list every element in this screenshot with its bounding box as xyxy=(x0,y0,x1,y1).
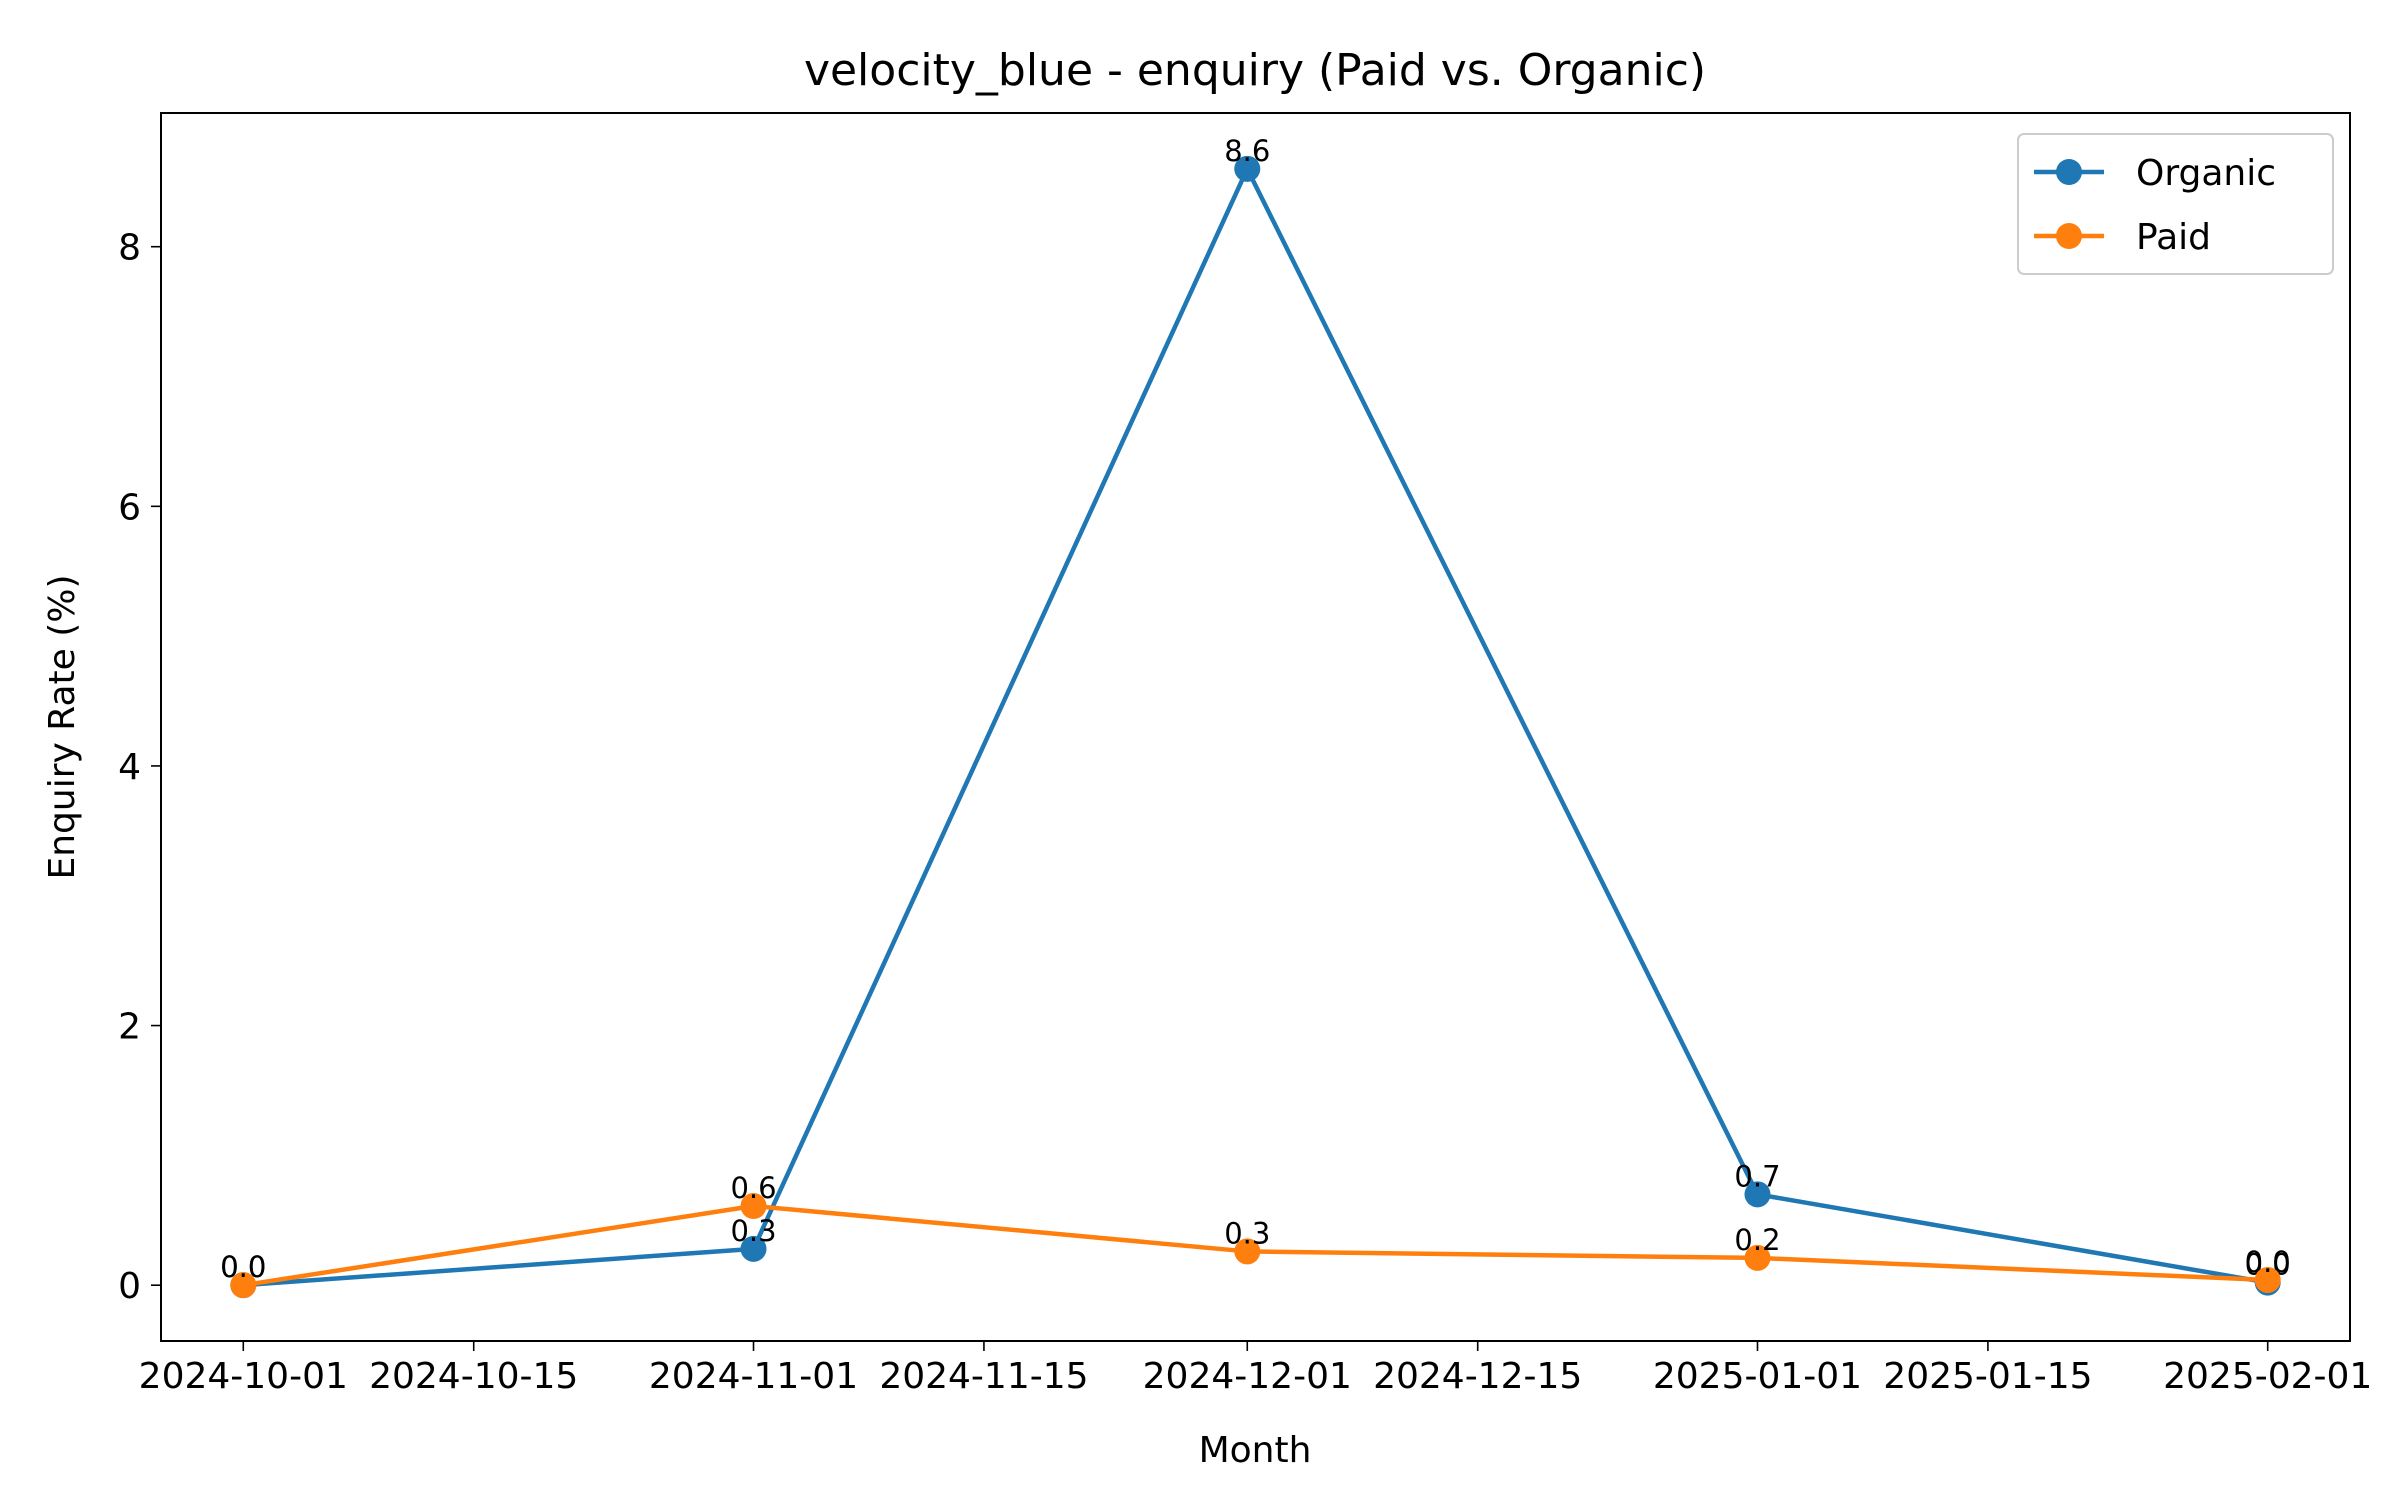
plot-frame xyxy=(160,112,2351,1342)
series-line-organic xyxy=(243,166,2269,1288)
data-point-paid xyxy=(740,1192,767,1219)
data-label-organic: 8.6 xyxy=(1224,134,1270,168)
data-point-paid xyxy=(230,1272,257,1299)
x-tick-label: 2025-01-01 xyxy=(1653,1356,1862,1397)
y-tick-label: 4 xyxy=(118,747,141,788)
x-tick-label: 2024-10-01 xyxy=(139,1356,348,1397)
plot-area: 0.00.38.60.70.00.00.60.3 0.20.0 xyxy=(220,134,2291,1299)
x-tick-label: 2024-10-15 xyxy=(369,1356,578,1397)
data-label-paid: 0.6 xyxy=(730,1171,776,1205)
data-point-organic xyxy=(1234,155,1261,182)
y-tick-label: 6 xyxy=(118,487,141,528)
data-point-organic xyxy=(1744,1181,1771,1208)
x-tick-label: 2025-01-15 xyxy=(1883,1356,2092,1397)
legend-swatch-marker xyxy=(2056,223,2082,249)
y-tick-label: 8 xyxy=(118,228,141,269)
x-tick-label: 2024-12-15 xyxy=(1373,1356,1582,1397)
x-tick-label: 2024-12-01 xyxy=(1143,1356,1352,1397)
data-label-paid: 0.3 xyxy=(1224,1216,1270,1250)
y-axis-title: Enquiry Rate (%) xyxy=(42,574,83,879)
y-tick-label: 2 xyxy=(118,1007,141,1048)
y-tick-label: 0 xyxy=(118,1266,141,1307)
data-label-organic: 0.7 xyxy=(1734,1159,1780,1193)
chart-title: velocity_blue - enquiry (Paid vs. Organi… xyxy=(804,45,1706,96)
legend: Organic Paid xyxy=(2017,133,2334,275)
data-label-organic: 0.3 xyxy=(730,1214,776,1248)
x-tick-label: 2025-02-01 xyxy=(2163,1356,2372,1397)
data-label-paid: 0.0 xyxy=(2245,1245,2291,1279)
data-point-paid xyxy=(1744,1244,1771,1271)
data-label-paid: 0.2 xyxy=(1734,1223,1780,1257)
data-label-paid: 0.0 xyxy=(220,1250,266,1284)
x-tick-label: 2024-11-01 xyxy=(649,1356,858,1397)
legend-box xyxy=(2017,133,2334,275)
data-point-organic xyxy=(740,1235,767,1262)
data-point-paid xyxy=(1234,1238,1261,1265)
legend-label-organic: Organic xyxy=(2136,153,2276,194)
legend-label-paid: Paid xyxy=(2136,217,2211,258)
data-point-paid xyxy=(2254,1266,2281,1293)
legend-swatch-marker xyxy=(2056,159,2082,185)
x-axis-title: Month xyxy=(1199,1430,1312,1471)
x-tick-label: 2024-11-15 xyxy=(879,1356,1088,1397)
